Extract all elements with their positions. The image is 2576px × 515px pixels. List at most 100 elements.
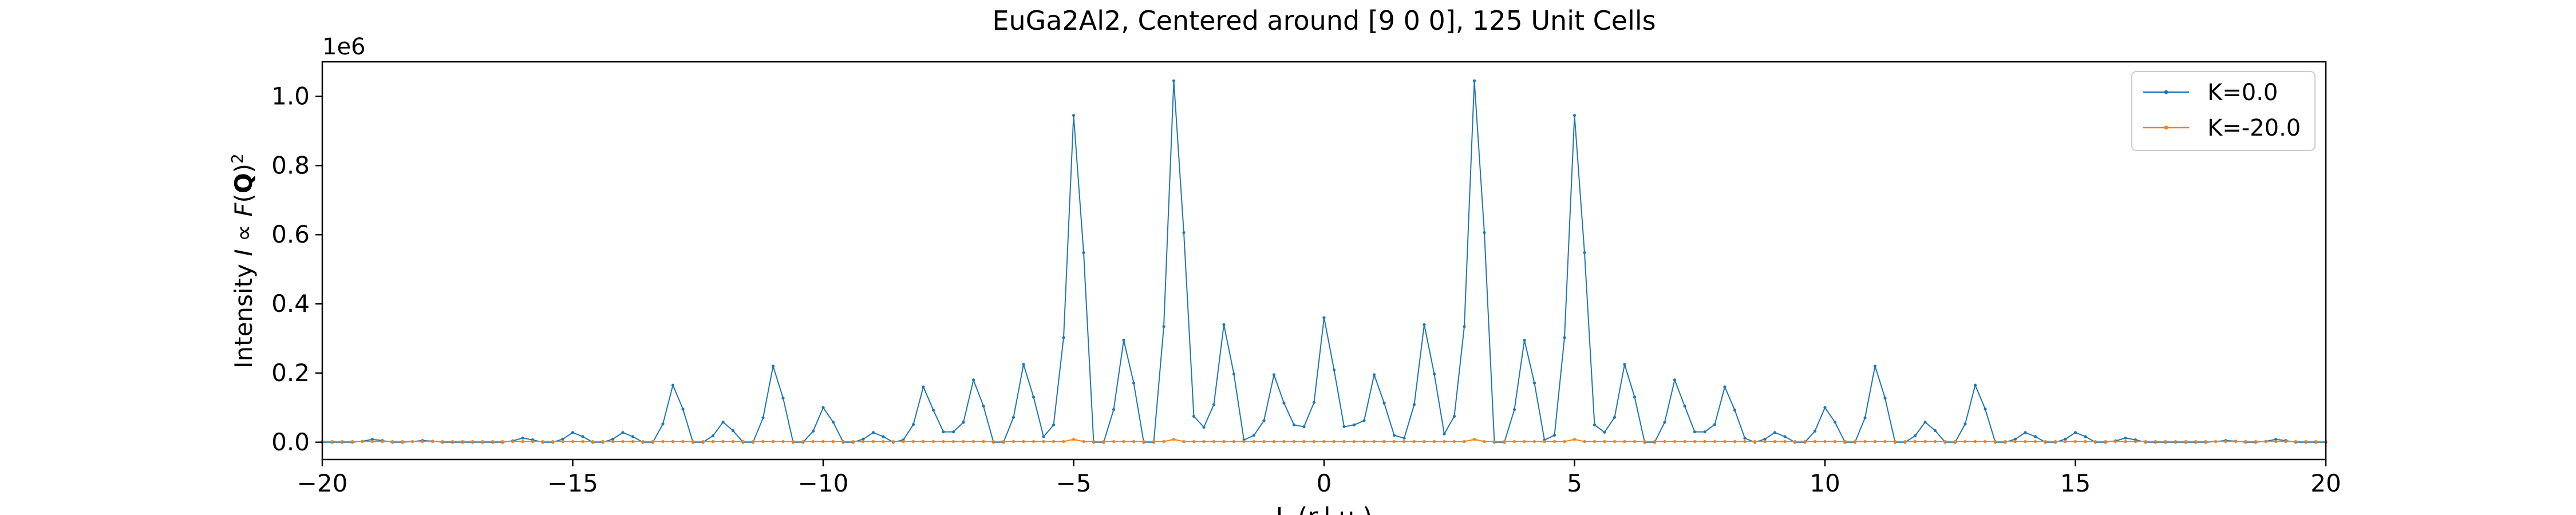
data-point-k20 xyxy=(1072,438,1076,441)
data-point-k20 xyxy=(1552,440,1556,443)
x-tick-label: 20 xyxy=(2310,469,2341,497)
data-point-k20 xyxy=(641,440,645,443)
data-point-k0 xyxy=(661,422,665,426)
data-point-k20 xyxy=(1823,440,1827,443)
data-point-k0 xyxy=(1022,363,1025,366)
data-point-k0 xyxy=(1923,421,1927,424)
data-point-k20 xyxy=(1443,440,1446,443)
data-point-k20 xyxy=(401,440,404,443)
data-point-k0 xyxy=(1913,434,1917,438)
data-point-k20 xyxy=(1182,440,1186,443)
data-point-k20 xyxy=(521,440,524,443)
data-point-k20 xyxy=(501,440,504,443)
data-point-k20 xyxy=(1362,440,1366,443)
data-point-k20 xyxy=(1222,440,1226,443)
data-point-k20 xyxy=(1984,440,1987,443)
data-point-k20 xyxy=(2013,440,2017,443)
data-point-k20 xyxy=(2053,440,2057,443)
data-point-k20 xyxy=(381,440,384,443)
data-point-k0 xyxy=(1713,423,1717,426)
data-point-k20 xyxy=(1022,440,1025,443)
data-point-k0 xyxy=(1362,419,1366,422)
data-point-k0 xyxy=(1763,437,1767,441)
data-point-k20 xyxy=(1603,440,1606,443)
data-point-k20 xyxy=(1392,440,1396,443)
data-point-k20 xyxy=(1783,440,1787,443)
data-point-k0 xyxy=(1733,409,1737,412)
data-point-k20 xyxy=(1312,440,1316,443)
data-point-k20 xyxy=(1713,440,1717,443)
data-point-k20 xyxy=(991,440,995,443)
data-point-k0 xyxy=(1082,251,1085,255)
data-point-k20 xyxy=(711,440,715,443)
data-point-k20 xyxy=(1543,440,1546,443)
plot-area xyxy=(321,61,2328,461)
data-point-k20 xyxy=(350,440,354,443)
data-point-k0 xyxy=(1663,421,1666,424)
data-point-k20 xyxy=(2144,440,2147,443)
data-point-k20 xyxy=(1593,440,1597,443)
data-point-k20 xyxy=(491,440,495,443)
data-point-k20 xyxy=(2314,440,2318,443)
data-point-k20 xyxy=(1212,440,1216,443)
data-point-k20 xyxy=(2124,440,2127,443)
data-point-k0 xyxy=(951,430,955,434)
data-point-k20 xyxy=(1192,440,1196,443)
data-point-k20 xyxy=(421,440,424,443)
data-point-k20 xyxy=(1723,440,1726,443)
data-point-k20 xyxy=(2104,440,2107,443)
data-point-k20 xyxy=(791,440,795,443)
data-point-k20 xyxy=(1352,440,1356,443)
data-point-k20 xyxy=(1292,440,1296,443)
data-point-k20 xyxy=(761,440,765,443)
data-point-k0 xyxy=(831,421,835,424)
data-point-k20 xyxy=(2234,440,2238,443)
data-point-k20 xyxy=(1873,440,1877,443)
x-tick-label: −5 xyxy=(1056,469,1092,497)
data-point-k20 xyxy=(982,440,985,443)
data-point-k0 xyxy=(1132,381,1136,385)
data-point-k20 xyxy=(361,440,364,443)
data-point-k20 xyxy=(1242,440,1246,443)
data-point-k20 xyxy=(681,440,685,443)
data-point-k20 xyxy=(1412,440,1416,443)
data-point-k20 xyxy=(671,440,675,443)
data-point-k20 xyxy=(370,440,374,443)
data-point-k0 xyxy=(1302,425,1306,429)
legend-marker-k0 xyxy=(2164,90,2168,94)
data-point-k20 xyxy=(851,440,855,443)
data-point-k0 xyxy=(1352,423,1356,427)
data-point-k20 xyxy=(1282,440,1286,443)
data-point-k20 xyxy=(751,440,755,443)
data-point-k0 xyxy=(621,431,625,434)
data-point-k0 xyxy=(1052,423,1056,427)
data-point-k0 xyxy=(1172,79,1176,82)
data-point-k20 xyxy=(1613,440,1617,443)
y-axis-label-part: ( xyxy=(230,193,258,203)
data-point-k20 xyxy=(1322,440,1326,443)
data-point-k20 xyxy=(1993,440,1997,443)
data-point-k0 xyxy=(521,436,524,440)
data-point-k0 xyxy=(1122,338,1125,342)
data-point-k20 xyxy=(1653,440,1657,443)
data-point-k0 xyxy=(1933,429,1937,433)
y-axis-label-part: Q xyxy=(230,173,258,193)
data-point-k20 xyxy=(2244,440,2247,443)
data-point-k0 xyxy=(1222,323,1226,326)
data-point-k0 xyxy=(1182,231,1186,235)
data-point-k20 xyxy=(1913,440,1917,443)
data-point-k20 xyxy=(2194,440,2198,443)
y-axis-label-part: Intensity xyxy=(230,256,258,369)
data-point-k20 xyxy=(1753,440,1757,443)
data-point-k20 xyxy=(341,440,344,443)
data-point-k0 xyxy=(581,435,584,438)
data-point-k20 xyxy=(661,440,665,443)
data-point-k20 xyxy=(1262,440,1266,443)
series-layer xyxy=(321,79,2328,444)
data-point-k0 xyxy=(942,430,945,434)
data-point-k0 xyxy=(1783,435,1787,438)
data-point-k20 xyxy=(2033,440,2037,443)
data-point-k0 xyxy=(1042,435,1045,438)
x-axis-label: L (r.l.u.) xyxy=(1276,502,1373,515)
data-point-k0 xyxy=(1603,430,1606,434)
